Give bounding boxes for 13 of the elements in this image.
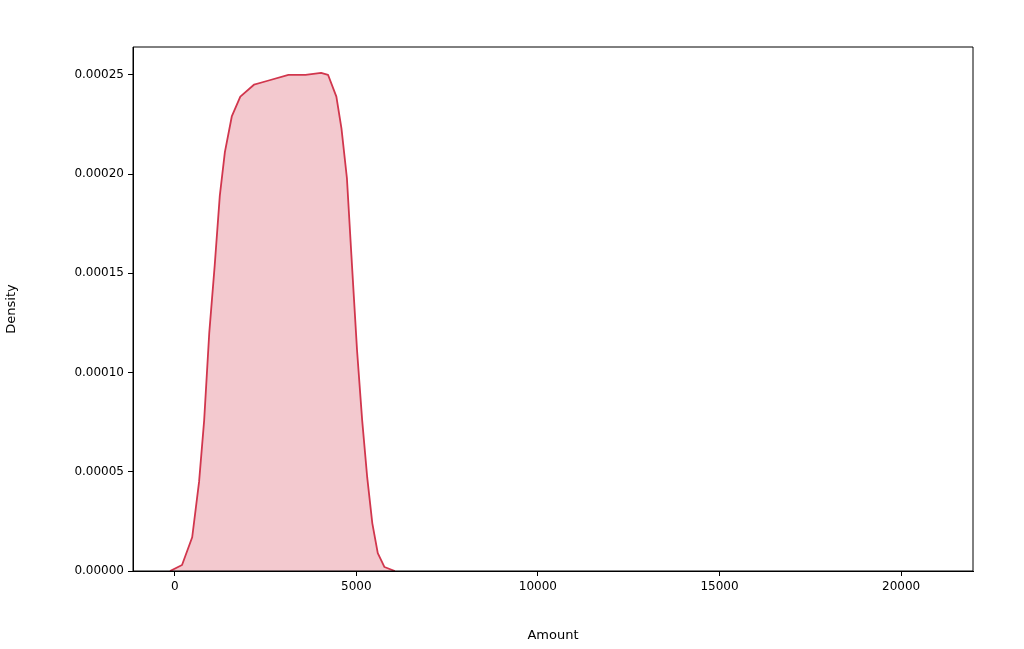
y-tick-label: 0.00020: [74, 166, 124, 181]
x-tick-label: 15000: [700, 579, 739, 594]
y-axis-title: Density: [3, 283, 19, 334]
y-tick-label: 0.00015: [74, 265, 124, 280]
y-tick-label: 0.00025: [74, 66, 124, 81]
x-axis-title: Amount: [527, 626, 579, 642]
x-tick-label: 0: [170, 579, 179, 594]
y-tick-label: 0.00005: [74, 463, 124, 478]
x-tick-label: 5000: [341, 579, 372, 594]
x-tick-label: 10000: [518, 579, 558, 594]
y-tick-label: 0.00000: [74, 563, 124, 578]
x-tick-label: 20000: [882, 579, 921, 594]
y-tick-label: 0.00010: [74, 364, 124, 379]
